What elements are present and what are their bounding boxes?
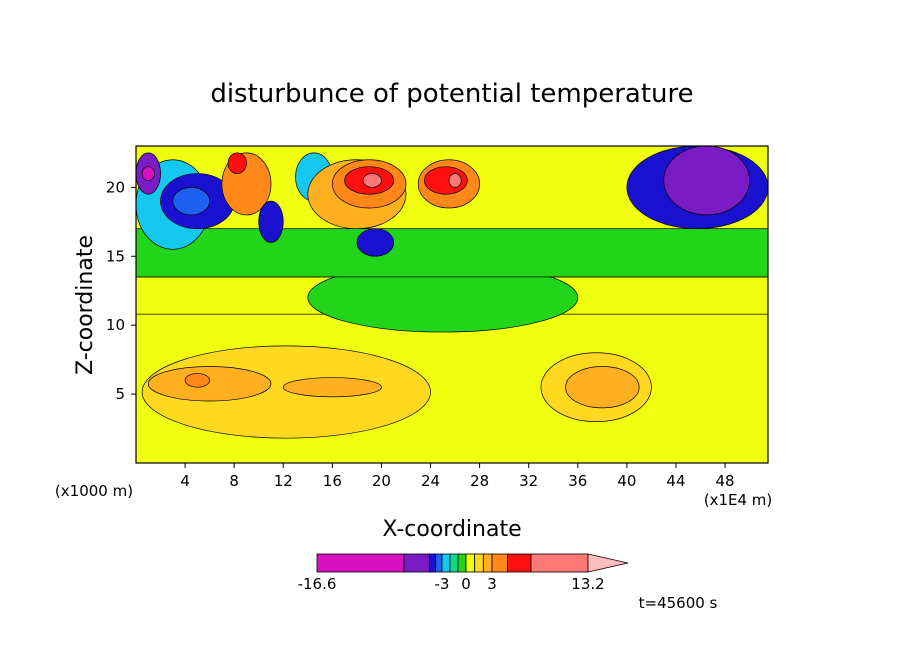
colorbar-swatch-0 bbox=[316, 553, 405, 573]
x-axis: 4 8 12 16 20 24 28 32 36 40 44 48 bbox=[180, 463, 735, 490]
field-layer bbox=[136, 146, 768, 463]
x-tick-label: 28 bbox=[470, 472, 489, 490]
y-tick-label: 20 bbox=[106, 178, 125, 196]
x-tick-label: 40 bbox=[617, 472, 636, 490]
x-axis-label: X-coordinate bbox=[382, 517, 521, 542]
colorbar-swatch-11 bbox=[507, 553, 532, 573]
field-region-25 bbox=[448, 173, 462, 188]
chart-title: disturbunce of potential temperature bbox=[210, 79, 693, 109]
colorbar-swatch-6 bbox=[457, 553, 467, 573]
time-label: t=45600 s bbox=[639, 594, 718, 612]
colorbar-swatch-12 bbox=[530, 553, 589, 573]
x-tick-label: 48 bbox=[716, 472, 735, 490]
colorbar-swatch-8 bbox=[474, 553, 484, 573]
colorbar-swatch-5 bbox=[449, 553, 459, 573]
field-band-3 bbox=[136, 228, 768, 278]
colorbar-tick-label: 0 bbox=[461, 575, 471, 593]
colorbar-tick-label: -3 bbox=[435, 575, 450, 593]
colorbar-swatch-7 bbox=[465, 553, 476, 573]
x-tick-label: 44 bbox=[666, 472, 685, 490]
y-tick-label: 5 bbox=[115, 385, 125, 403]
field-region-12 bbox=[172, 186, 210, 216]
plot-area bbox=[136, 146, 768, 463]
field-region-22 bbox=[362, 173, 382, 188]
colorbar-swatch-9 bbox=[482, 553, 493, 573]
field-region-16 bbox=[227, 152, 247, 174]
x-tick-label: 12 bbox=[274, 472, 293, 490]
colorbar-overflow-arrow bbox=[587, 553, 629, 573]
colorbar bbox=[316, 553, 629, 573]
x-tick-label: 8 bbox=[229, 472, 239, 490]
x-tick-label: 24 bbox=[421, 472, 440, 490]
field-region-9 bbox=[565, 366, 640, 409]
y-tick-label: 15 bbox=[106, 247, 125, 265]
colorbar-tick-label: 3 bbox=[487, 575, 497, 593]
x-tick-label: 36 bbox=[568, 472, 587, 490]
colorbar-labels: -16.6 -3 0 3 13.2 bbox=[298, 575, 605, 593]
field-region-14 bbox=[141, 166, 155, 181]
field-region-17 bbox=[258, 200, 284, 243]
x-unit-left: (x1000 m) bbox=[55, 482, 133, 500]
colorbar-tick-label: 13.2 bbox=[571, 575, 604, 593]
y-tick-label: 10 bbox=[106, 316, 125, 334]
x-tick-label: 20 bbox=[372, 472, 391, 490]
colorbar-swatch-1 bbox=[403, 553, 430, 573]
x-tick-label: 4 bbox=[180, 472, 190, 490]
colorbar-swatch-2 bbox=[428, 553, 437, 573]
field-region-28 bbox=[663, 146, 750, 216]
x-tick-label: 16 bbox=[323, 472, 342, 490]
x-tick-label: 32 bbox=[519, 472, 538, 490]
colorbar-tick-label: -16.6 bbox=[298, 575, 337, 593]
field-region-26 bbox=[356, 228, 395, 257]
field-region-8 bbox=[282, 377, 382, 398]
colorbar-swatch-3 bbox=[435, 553, 443, 573]
x-unit-right: (x1E4 m) bbox=[704, 491, 773, 509]
colorbar-swatch-4 bbox=[441, 553, 451, 573]
field-region-6 bbox=[147, 366, 272, 402]
y-axis: 5 10 15 20 bbox=[106, 178, 136, 403]
colorbar-swatch-10 bbox=[491, 553, 509, 573]
y-axis-label: Z-coordinate bbox=[73, 235, 98, 375]
field-region-7 bbox=[184, 373, 210, 388]
plot-frame bbox=[135, 145, 769, 464]
